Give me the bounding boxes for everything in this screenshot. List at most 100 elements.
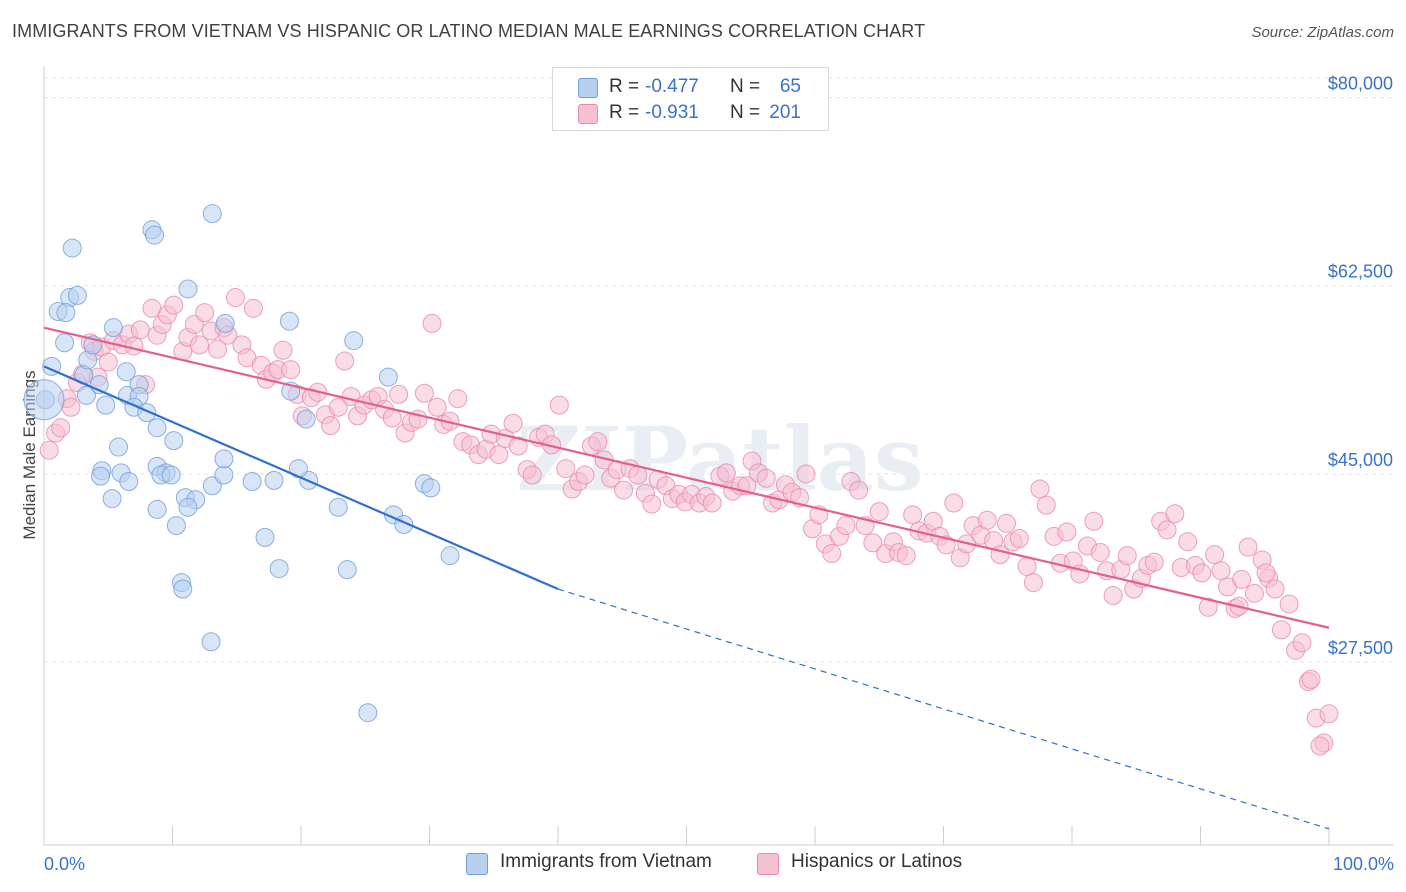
hispanic-points [39, 288, 1339, 756]
hispanic-point [225, 288, 245, 308]
vietnam-point [164, 431, 184, 451]
hispanic-point [556, 459, 576, 479]
hispanic-point [124, 336, 144, 356]
vietnam-point [67, 285, 87, 305]
hispanic-point [1292, 633, 1312, 653]
vietnam-point [55, 333, 75, 353]
hispanic-point [1205, 545, 1225, 565]
vietnam-point [214, 449, 234, 469]
hispanic-point [195, 303, 215, 323]
hispanic-point [389, 384, 409, 404]
vietnam-trend-line [43, 365, 559, 591]
hispanic-point [1319, 704, 1339, 724]
hispanic-point [427, 397, 447, 417]
vietnam-point [337, 560, 357, 580]
legend: R = -0.477 N = 65 R = -0.931 N = 201 [552, 67, 829, 131]
vietnam-point-large [23, 379, 65, 421]
hispanic-point [642, 494, 662, 514]
hispanic-point [1017, 556, 1037, 576]
vietnam-point [378, 367, 398, 387]
hispanic-point [382, 408, 402, 428]
bottom-legend-label: Hispanics or Latinos [791, 851, 963, 872]
vietnam-point [296, 409, 316, 429]
hispanic-point [796, 464, 816, 484]
hispanic-point [1232, 569, 1252, 589]
vietnam-point [76, 385, 96, 405]
bottom-legend-label: Immigrants from Vietnam [500, 851, 712, 872]
vietnam-point [116, 362, 136, 382]
vietnam-point [264, 470, 284, 490]
hispanic-point [98, 352, 118, 372]
hispanic-point [207, 339, 227, 359]
hispanic-point [489, 445, 509, 465]
hispanic-point [944, 493, 964, 513]
vietnam-point [102, 489, 122, 509]
vietnam-point [147, 418, 167, 438]
vietnam-point [255, 527, 275, 547]
hispanic-point [863, 533, 883, 553]
hispanic-point [1265, 579, 1285, 599]
vietnam-point [215, 313, 235, 333]
hispanic-point [1192, 563, 1212, 583]
hispanic-point [281, 360, 301, 380]
vietnam-point [56, 303, 76, 323]
hispanic-point [849, 480, 869, 500]
hispanic-point [1090, 542, 1110, 562]
hispanic-point [1178, 532, 1198, 552]
gridlines [44, 77, 1394, 663]
hispanic-point [756, 468, 776, 488]
hispanic-point [1157, 520, 1177, 540]
vietnam-point [147, 499, 167, 519]
hispanic-point [614, 480, 634, 500]
x-tick-label-min: 0.0% [44, 854, 85, 874]
hispanic-point [702, 493, 722, 513]
hispanic-point [1211, 561, 1231, 581]
source-label: Source: ZipAtlas.com [1251, 24, 1394, 41]
hispanic-point [130, 320, 150, 340]
hispanic-point [189, 335, 209, 355]
hispanic-point [448, 389, 468, 409]
hispanic-point [903, 505, 923, 525]
hispanic-swatch-icon [578, 104, 598, 124]
trend-lines [43, 326, 1330, 830]
vietnam-point [269, 559, 289, 579]
legend-n-value: 65 [779, 76, 801, 97]
legend-n-value: 201 [769, 102, 801, 123]
vietnam-point [91, 466, 111, 486]
hispanic-point [836, 516, 856, 536]
vietnam-point [103, 318, 123, 338]
vietnam-trend-extension [557, 588, 1330, 830]
chart-title: IMMIGRANTS FROM VIETNAM VS HISPANIC OR L… [12, 21, 926, 41]
hispanic-point [1198, 597, 1218, 617]
vietnam-point [145, 225, 165, 245]
legend-r-label: R = [609, 76, 640, 97]
legend-n-label: N = [730, 102, 761, 123]
vietnam-point [421, 478, 441, 498]
vietnam-point [119, 471, 139, 491]
vietnam-point [202, 204, 222, 224]
hispanic-point [508, 436, 528, 456]
hispanic-point [503, 413, 523, 433]
hispanic-point [414, 383, 434, 403]
hispanic-point [321, 416, 341, 436]
vietnam-point [279, 311, 299, 331]
hispanic-point [1238, 537, 1258, 557]
hispanic-point [273, 340, 293, 360]
y-tick-label: $27,500 [1328, 638, 1393, 658]
vietnam-point [166, 516, 186, 536]
hispanic-point [1144, 552, 1164, 572]
vietnam-point [161, 465, 181, 485]
hispanic-point [1103, 585, 1123, 605]
hispanic-point [996, 513, 1016, 533]
hispanic-point [243, 298, 263, 318]
hispanic-point [335, 351, 355, 371]
vietnam-point [109, 437, 129, 457]
vietnam-point [242, 471, 262, 491]
vietnam-point [178, 497, 198, 517]
vietnam-point [440, 546, 460, 566]
hispanic-point [716, 463, 736, 483]
vietnam-point [358, 703, 378, 723]
vietnam-point [201, 632, 221, 652]
hispanic-point [822, 544, 842, 564]
hispanic-point [1244, 583, 1264, 603]
